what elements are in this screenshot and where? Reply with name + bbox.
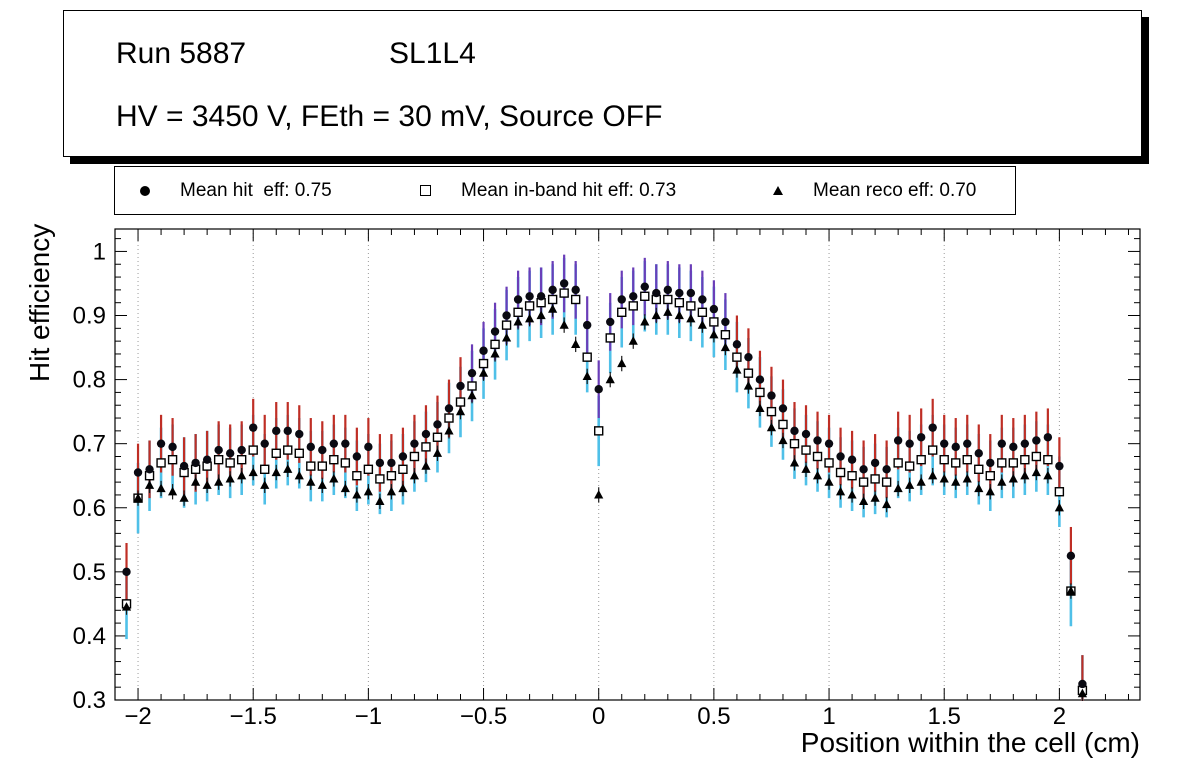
legend-entry-hit: Mean hit eff: 0.75 (140, 167, 332, 214)
markers-inband (121, 288, 1088, 696)
svg-text:0.8: 0.8 (73, 367, 106, 394)
filled-triangle-marker-icon (773, 186, 783, 195)
svg-text:2: 2 (1053, 703, 1066, 730)
svg-text:−0.5: −0.5 (460, 703, 507, 730)
markers-reco (121, 304, 1088, 698)
x-axis-title: Position within the cell (cm) (800, 727, 1140, 758)
svg-text:0.6: 0.6 (73, 495, 106, 522)
svg-text:0.5: 0.5 (73, 559, 106, 586)
y-axis-title: Hit efficiency (24, 223, 55, 382)
svg-text:−1: −1 (355, 703, 382, 730)
conditions-label: HV = 3450 V, FEth = 30 mV, Source OFF (116, 100, 663, 133)
filled-circle-marker-icon (140, 185, 150, 196)
plot-frame (114, 228, 1141, 701)
legend-label-hit: Mean hit eff: 0.75 (180, 179, 332, 201)
svg-text:1.5: 1.5 (928, 703, 961, 730)
station-label: SL1L4 (389, 37, 476, 70)
svg-text:1: 1 (822, 703, 835, 730)
svg-text:−2: −2 (124, 703, 151, 730)
legend-entry-reco: Mean reco eff: 0.70 (773, 167, 976, 214)
run-label: Run 5887 (116, 37, 247, 70)
x-tick-labels: −2 −1.5 −1 −0.5 0 0.5 1 1.5 2 (124, 703, 1066, 730)
x-axis-ticks (114, 229, 1129, 700)
svg-text:0: 0 (592, 703, 605, 730)
svg-text:0.7: 0.7 (73, 431, 106, 458)
errorbars-hit (125, 254, 1084, 701)
errorbars-reco (125, 301, 1084, 701)
y-axis-ticks (115, 238, 1140, 701)
open-square-marker-icon (420, 185, 431, 196)
legend: Mean hit eff: 0.75 Mean in-band hit eff:… (114, 166, 1016, 215)
svg-text:0.4: 0.4 (73, 623, 106, 650)
y-tick-labels: 0.3 0.4 0.5 0.6 0.7 0.8 0.9 1 (73, 238, 106, 714)
legend-entry-inband: Mean in-band hit eff: 0.73 (420, 167, 676, 214)
markers-hit (122, 279, 1087, 689)
svg-text:0.3: 0.3 (73, 687, 106, 714)
gridlines (137, 229, 1060, 700)
svg-text:1: 1 (93, 238, 106, 265)
legend-label-inband: Mean in-band hit eff: 0.73 (461, 179, 677, 201)
svg-text:0.5: 0.5 (697, 703, 730, 730)
legend-label-reco: Mean reco eff: 0.70 (813, 179, 977, 201)
svg-text:−1.5: −1.5 (230, 703, 277, 730)
title-box: Run 5887 SL1L4 HV = 3450 V, FEth = 30 mV… (63, 10, 1142, 157)
svg-text:0.9: 0.9 (73, 303, 106, 330)
errorbars-inband (125, 257, 1084, 701)
